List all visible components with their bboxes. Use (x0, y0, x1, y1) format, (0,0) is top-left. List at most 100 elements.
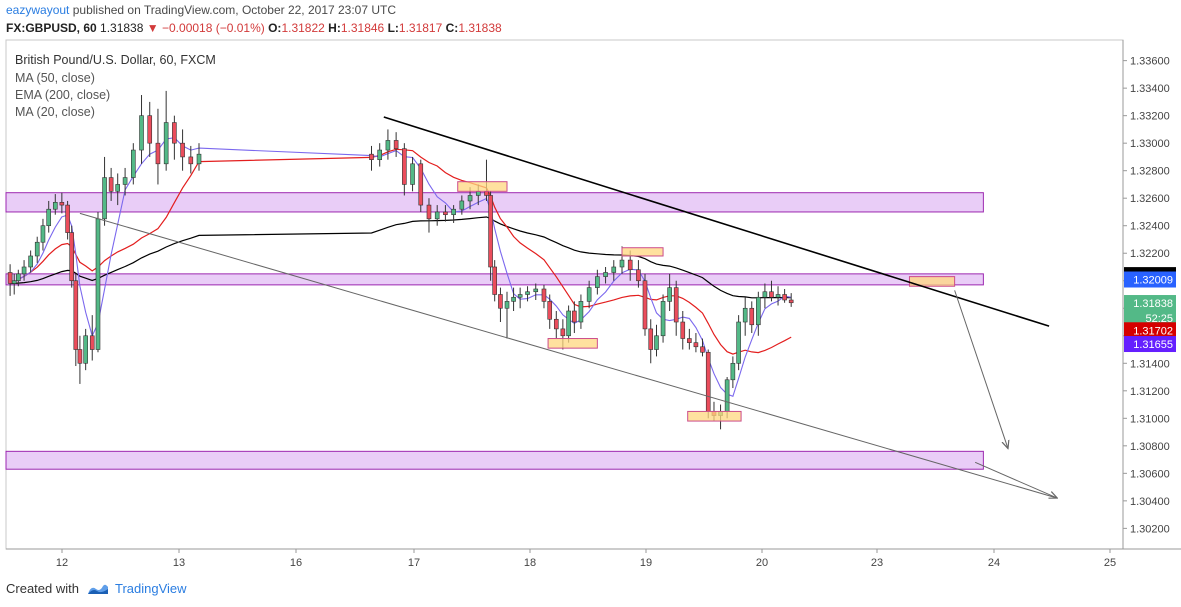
created-with-text: Created with (6, 581, 79, 596)
candle-body (705, 351, 711, 412)
highlight-box (547, 338, 598, 349)
projection-arrow (954, 290, 1008, 448)
candle-body (742, 307, 748, 323)
symbol-label: FX:GBPUSD, 60 (6, 21, 97, 35)
candle-body (40, 225, 46, 243)
candle-body (73, 280, 79, 350)
candle-body (560, 328, 566, 337)
candle-body (680, 321, 686, 339)
y-tick-label: 1.30400 (1130, 496, 1170, 508)
highlight-box (687, 410, 742, 422)
candle-body (648, 328, 654, 350)
tradingview-logo-icon[interactable] (87, 582, 109, 596)
candle-body (34, 241, 40, 257)
candle-body (188, 156, 194, 165)
candle-body (636, 269, 641, 282)
candle-body (619, 259, 625, 268)
candle-body (16, 273, 21, 282)
candle-body (769, 291, 774, 298)
price-badge-label: 1.31702 (1133, 325, 1173, 337)
support-resistance-zone (5, 450, 984, 470)
y-tick-label: 1.32800 (1130, 166, 1170, 178)
y-tick-label: 1.31400 (1130, 358, 1170, 370)
legend-ema200[interactable]: EMA (200, close) (15, 88, 111, 102)
price-badge-label: 1.31838 (1133, 298, 1173, 310)
candle-body (660, 301, 666, 337)
candle-body (131, 149, 136, 178)
trendline (383, 116, 1050, 327)
y-tick-label: 1.30800 (1130, 441, 1170, 453)
candle-body (504, 301, 510, 309)
candle-body (402, 148, 407, 185)
x-tick-label: 17 (408, 557, 420, 569)
candle-body (83, 335, 88, 364)
candle-body (756, 296, 761, 326)
published-text: published on TradingView.com, October 22… (72, 3, 397, 17)
candle-body (642, 280, 648, 330)
candle-body (393, 140, 399, 149)
candle-body (122, 177, 128, 185)
candle-body (115, 184, 120, 192)
open-value: 1.31822 (281, 21, 325, 35)
candle-body (484, 191, 489, 196)
tradingview-link[interactable]: TradingView (114, 581, 187, 596)
down-triangle-icon: ▼ (146, 21, 159, 35)
candle-body (693, 342, 699, 348)
candle-body (687, 338, 692, 343)
candle-body (108, 177, 114, 192)
candle-body (533, 288, 539, 293)
publish-info: eazywayout published on TradingView.com,… (6, 3, 396, 17)
candle-body (89, 335, 95, 350)
candle-body (451, 208, 456, 216)
candle-body (730, 362, 736, 381)
support-resistance-zone (5, 192, 984, 213)
x-tick-label: 24 (988, 557, 1000, 569)
open-label: O: (268, 21, 282, 35)
candle-body (385, 140, 391, 151)
candle-body (572, 310, 577, 323)
change-value: −0.00018 (−0.01%) (162, 21, 265, 35)
footer: Created with TradingView (6, 581, 187, 596)
candle-body (77, 349, 83, 364)
legend-ma20[interactable]: MA (20, close) (15, 105, 95, 119)
legend-ma50[interactable]: MA (50, close) (15, 71, 95, 85)
candle-body (511, 296, 516, 302)
candle-body (498, 294, 503, 309)
candle-body (547, 301, 553, 320)
y-tick-label: 1.32600 (1130, 193, 1170, 205)
close-label: C: (445, 21, 459, 35)
candle-body (418, 163, 424, 206)
candle-body (443, 211, 448, 216)
price-badge-label: 52:25 (1145, 313, 1173, 325)
last-price: 1.31838 (100, 21, 144, 35)
y-tick-label: 1.32200 (1130, 248, 1170, 260)
candle-body (627, 259, 633, 271)
candle-body (578, 301, 584, 323)
price-badge (1124, 295, 1176, 312)
highlight-box (621, 247, 664, 257)
y-tick-label: 1.31000 (1130, 413, 1170, 425)
low-label: L: (387, 21, 399, 35)
candle-body (724, 379, 730, 412)
x-tick-label: 25 (1104, 557, 1116, 569)
candle-body (46, 208, 52, 227)
author-link[interactable]: eazywayout (6, 3, 70, 17)
candle-body (700, 346, 705, 353)
x-tick-label: 19 (640, 557, 652, 569)
price-badge (1124, 322, 1176, 339)
y-tick-label: 1.30600 (1130, 468, 1170, 480)
candle-body (410, 163, 415, 185)
price-badge (1124, 309, 1176, 326)
candle-body (541, 288, 547, 302)
candle-body (788, 299, 794, 304)
close-value: 1.31838 (458, 21, 502, 35)
candle-body (595, 276, 600, 288)
plot-area (5, 39, 1124, 550)
candle-body (782, 294, 787, 301)
candle-body (69, 232, 75, 282)
candle-body (488, 195, 493, 268)
trendline (79, 212, 1058, 499)
candle-body (21, 266, 27, 275)
low-value: 1.31817 (398, 21, 443, 35)
